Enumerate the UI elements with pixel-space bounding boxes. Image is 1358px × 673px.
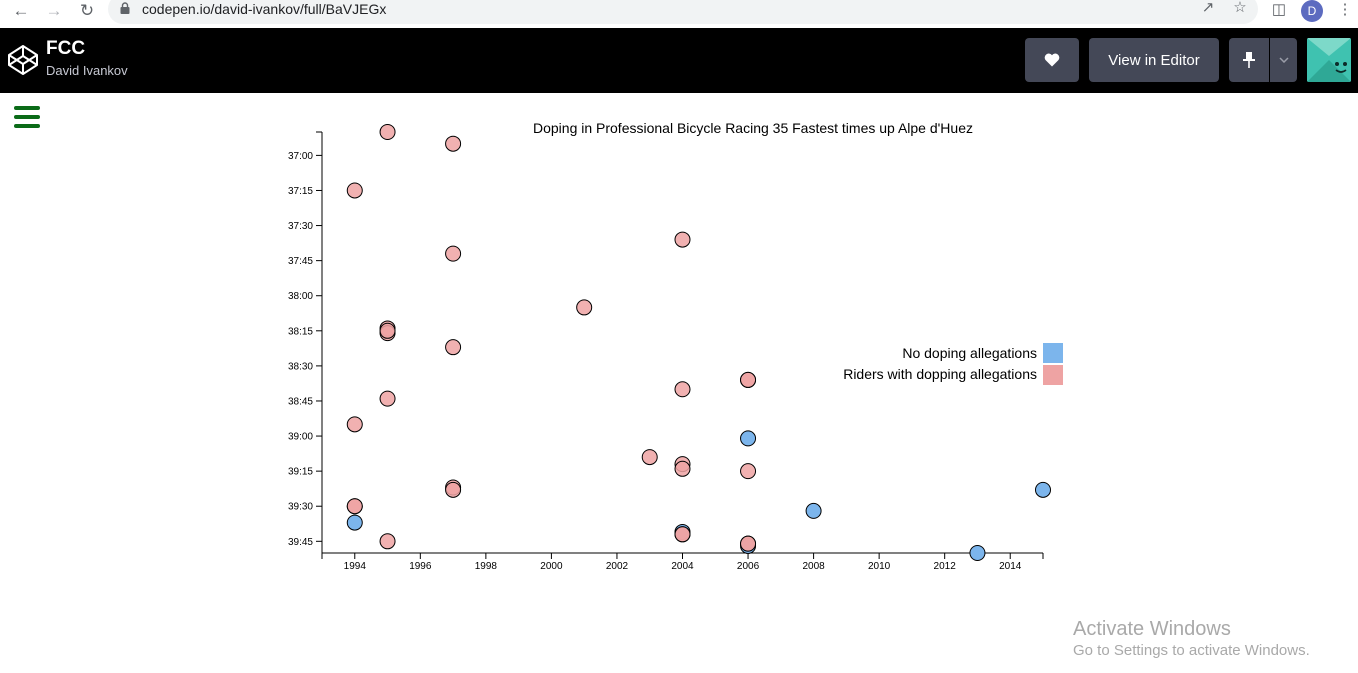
x-tick-label: 1996 bbox=[409, 561, 432, 572]
x-tick-label: 2006 bbox=[737, 561, 760, 572]
data-point-doping[interactable] bbox=[346, 182, 363, 199]
y-tick-label: 39:45 bbox=[288, 537, 313, 548]
forward-icon[interactable]: → bbox=[45, 1, 63, 20]
data-point-doping[interactable] bbox=[674, 381, 691, 398]
back-icon[interactable]: ← bbox=[12, 1, 30, 20]
data-point-doping[interactable] bbox=[674, 526, 691, 543]
address-bar[interactable]: codepen.io/david-ivankov/full/BaVJEGx ↗ … bbox=[108, 0, 1258, 24]
chevron-down-icon bbox=[1278, 57, 1289, 63]
url-text: codepen.io/david-ivankov/full/BaVJEGx bbox=[142, 1, 387, 17]
more-menu-icon[interactable]: ⋮ bbox=[1337, 1, 1353, 18]
data-point-doping[interactable] bbox=[445, 339, 462, 356]
x-tick-label: 2002 bbox=[606, 561, 629, 572]
data-points bbox=[346, 124, 1051, 561]
reload-icon[interactable]: ↻ bbox=[79, 1, 95, 20]
heart-icon bbox=[1044, 53, 1060, 67]
scatter-chart: Doping in Professional Bicycle Racing 35… bbox=[288, 120, 1063, 572]
data-point-doping[interactable] bbox=[379, 322, 396, 339]
y-tick-label: 38:45 bbox=[288, 396, 313, 407]
x-tick-label: 2014 bbox=[999, 561, 1022, 572]
x-axis: 1994 1996 1998 2000 2002 2004 2006 2008 2010 2012… bbox=[321, 552, 1044, 572]
data-point-no-doping[interactable] bbox=[969, 545, 986, 561]
data-point-doping[interactable] bbox=[641, 449, 658, 466]
legend-swatch-doping bbox=[1043, 365, 1063, 385]
data-point-doping[interactable] bbox=[445, 135, 462, 152]
y-tick-label: 38:30 bbox=[288, 361, 313, 372]
data-point-no-doping[interactable] bbox=[346, 514, 363, 531]
y-tick-label: 37:30 bbox=[288, 221, 313, 232]
chart-title: Doping in Professional Bicycle Racing 35… bbox=[533, 120, 973, 136]
y-tick-label: 37:00 bbox=[288, 151, 313, 162]
y-tick-label: 39:15 bbox=[288, 467, 313, 478]
x-tick-label: 1998 bbox=[475, 561, 498, 572]
legend-swatch-no-doping bbox=[1043, 343, 1063, 363]
data-point-no-doping[interactable] bbox=[805, 502, 822, 519]
lock-icon bbox=[120, 2, 130, 14]
avatar-face-icon bbox=[1307, 38, 1351, 82]
watermark-title: Activate Windows bbox=[1073, 618, 1231, 640]
side-panel-icon[interactable]: ◫ bbox=[1271, 1, 1287, 18]
data-point-no-doping[interactable] bbox=[740, 430, 757, 447]
data-point-doping[interactable] bbox=[576, 299, 593, 316]
pin-icon bbox=[1243, 52, 1255, 68]
y-tick-label: 38:15 bbox=[288, 326, 313, 337]
data-point-doping[interactable] bbox=[379, 390, 396, 407]
x-tick-label: 2010 bbox=[868, 561, 891, 572]
data-point-doping[interactable] bbox=[445, 245, 462, 262]
share-icon[interactable]: ↗ bbox=[1201, 0, 1215, 16]
pen-author[interactable]: David Ivankov bbox=[46, 63, 128, 78]
data-point-doping[interactable] bbox=[379, 533, 396, 550]
data-point-doping[interactable] bbox=[740, 535, 757, 552]
y-tick-label: 39:30 bbox=[288, 502, 313, 513]
data-point-doping[interactable] bbox=[445, 481, 462, 498]
browser-toolbar: ← → ↻ codepen.io/david-ivankov/full/BaVJ… bbox=[0, 0, 1358, 28]
bookmark-star-icon[interactable]: ☆ bbox=[1233, 0, 1247, 16]
heart-button[interactable] bbox=[1025, 38, 1079, 82]
data-point-doping[interactable] bbox=[740, 371, 757, 388]
x-tick-label: 2012 bbox=[934, 561, 957, 572]
x-tick-label: 2000 bbox=[540, 561, 563, 572]
pin-dropdown-button[interactable] bbox=[1270, 38, 1297, 82]
hamburger-menu-icon[interactable] bbox=[14, 106, 40, 128]
y-tick-label: 38:00 bbox=[288, 291, 313, 302]
pen-title: FCC bbox=[46, 38, 86, 59]
data-point-doping[interactable] bbox=[379, 124, 396, 140]
x-tick-label: 2004 bbox=[671, 561, 694, 572]
user-avatar[interactable] bbox=[1307, 38, 1351, 82]
data-point-no-doping[interactable] bbox=[1035, 481, 1051, 498]
y-tick-label: 39:00 bbox=[288, 432, 313, 443]
x-tick-label: 2008 bbox=[802, 561, 825, 572]
data-point-doping[interactable] bbox=[346, 416, 363, 433]
y-axis: 37:00 37:15 37:30 37:45 38:00 38:15 38:30 38:45… bbox=[288, 131, 323, 553]
legend-label-doping: Riders with dopping allegations bbox=[843, 366, 1037, 382]
view-in-editor-button[interactable]: View in Editor bbox=[1089, 38, 1219, 82]
codepen-header: FCC David Ivankov View in Editor bbox=[0, 28, 1358, 93]
profile-avatar[interactable]: D bbox=[1301, 0, 1323, 22]
legend-label-no-doping: No doping allegations bbox=[902, 345, 1037, 361]
pin-button[interactable] bbox=[1229, 38, 1269, 82]
watermark-subtitle: Go to Settings to activate Windows. bbox=[1073, 642, 1310, 659]
y-tick-label: 37:45 bbox=[288, 256, 313, 267]
data-point-doping[interactable] bbox=[674, 460, 691, 477]
data-point-doping[interactable] bbox=[346, 498, 363, 515]
data-point-doping[interactable] bbox=[740, 463, 757, 480]
y-tick-label: 37:15 bbox=[288, 186, 313, 197]
data-point-doping[interactable] bbox=[674, 231, 691, 248]
x-tick-label: 1994 bbox=[344, 561, 367, 572]
legend: No doping allegations Riders with doppin… bbox=[843, 343, 1063, 385]
codepen-logo-icon[interactable] bbox=[7, 44, 39, 76]
